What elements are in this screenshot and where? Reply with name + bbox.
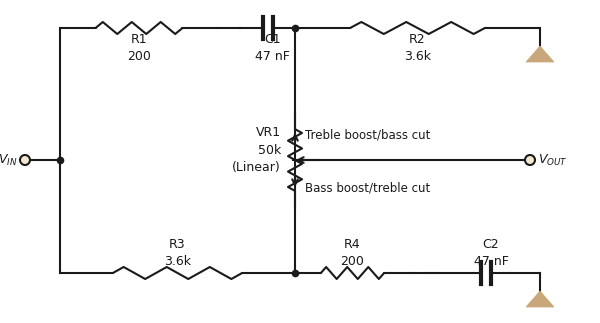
Text: R3
3.6k: R3 3.6k <box>164 238 191 268</box>
Text: R4
200: R4 200 <box>341 238 364 268</box>
Circle shape <box>20 155 30 165</box>
Text: R1
200: R1 200 <box>127 33 151 63</box>
Text: C1
47 nF: C1 47 nF <box>255 33 290 63</box>
Text: C2
47 nF: C2 47 nF <box>473 238 508 268</box>
Text: Treble boost/bass cut: Treble boost/bass cut <box>305 129 430 141</box>
Polygon shape <box>526 291 554 307</box>
Text: R2
3.6k: R2 3.6k <box>404 33 431 63</box>
Circle shape <box>525 155 535 165</box>
Text: $V_{IN}$: $V_{IN}$ <box>0 152 17 168</box>
Text: $V_{OUT}$: $V_{OUT}$ <box>538 152 568 168</box>
Polygon shape <box>526 46 554 62</box>
Text: VR1
50k
(Linear): VR1 50k (Linear) <box>232 127 281 173</box>
Text: Bass boost/treble cut: Bass boost/treble cut <box>305 182 430 194</box>
